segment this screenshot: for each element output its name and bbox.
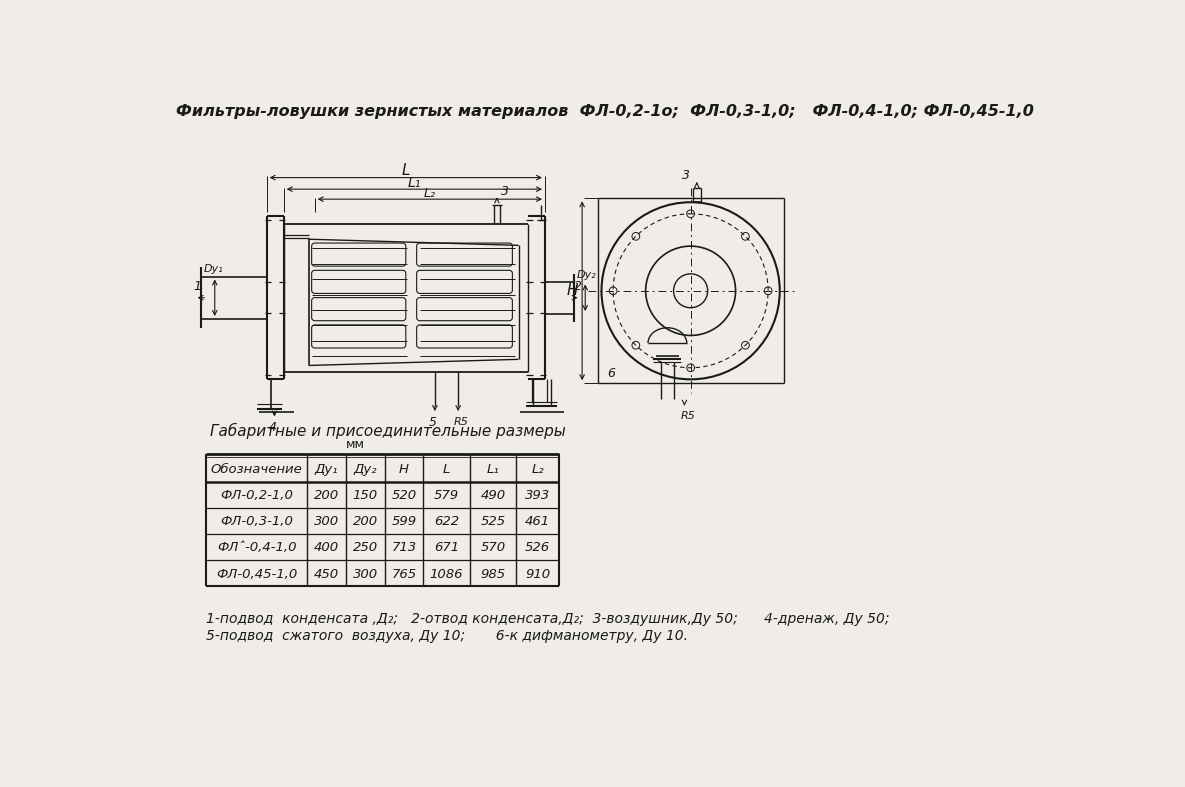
Text: 1: 1 xyxy=(193,280,201,294)
Text: 570: 570 xyxy=(480,541,506,555)
Text: 200: 200 xyxy=(314,489,339,502)
Text: ФЛ-0,45-1,0: ФЛ-0,45-1,0 xyxy=(216,567,297,581)
Text: 1-подвод  конденсата ,Д₂;   2-отвод конденсата,Д₂;  3-воздушник,Ду 50;      4-др: 1-подвод конденсата ,Д₂; 2-отвод конденс… xyxy=(206,611,890,626)
Text: L₂: L₂ xyxy=(424,187,436,200)
Text: 200: 200 xyxy=(353,515,378,528)
Text: 3: 3 xyxy=(501,185,508,198)
Text: 5: 5 xyxy=(429,416,436,429)
Text: L: L xyxy=(402,163,410,178)
Text: 765: 765 xyxy=(391,567,416,581)
Text: Фильтры-ловушки зернистых материалов  ФЛ-0,2-1о;  ФЛ-0,3-1,0;   ФЛ-0,4-1,0; ФЛ-0: Фильтры-ловушки зернистых материалов ФЛ-… xyxy=(177,104,1035,119)
Text: 599: 599 xyxy=(391,515,416,528)
Text: 6: 6 xyxy=(608,368,615,380)
Text: L: L xyxy=(443,463,450,476)
Text: R5: R5 xyxy=(681,412,696,421)
Text: 579: 579 xyxy=(434,489,459,502)
Text: 461: 461 xyxy=(525,515,550,528)
Text: R5: R5 xyxy=(454,417,468,427)
Text: 671: 671 xyxy=(434,541,459,555)
Text: 985: 985 xyxy=(480,567,506,581)
Text: 2: 2 xyxy=(575,280,582,294)
Text: Н: Н xyxy=(399,463,409,476)
Text: 300: 300 xyxy=(353,567,378,581)
Text: 1086: 1086 xyxy=(430,567,463,581)
Text: 3: 3 xyxy=(683,168,690,182)
Text: 622: 622 xyxy=(434,515,459,528)
Text: Ду₁: Ду₁ xyxy=(314,463,338,476)
Text: L₂: L₂ xyxy=(531,463,544,476)
Text: Габаритные и присоединительные размеры: Габаритные и присоединительные размеры xyxy=(210,423,566,439)
Text: 250: 250 xyxy=(353,541,378,555)
Text: 450: 450 xyxy=(314,567,339,581)
Text: L₁: L₁ xyxy=(487,463,499,476)
Text: 713: 713 xyxy=(391,541,416,555)
Text: 400: 400 xyxy=(314,541,339,555)
Text: 525: 525 xyxy=(480,515,506,528)
Text: Dу₁: Dу₁ xyxy=(204,264,223,274)
Text: 5-подвод  сжатого  воздуха, Ду 10;       6-к дифманометру, Ду 10.: 5-подвод сжатого воздуха, Ду 10; 6-к диф… xyxy=(206,629,688,643)
Text: 150: 150 xyxy=(353,489,378,502)
Text: ФЛˆ-0,4-1,0: ФЛˆ-0,4-1,0 xyxy=(217,541,296,555)
Text: 526: 526 xyxy=(525,541,550,555)
Text: 910: 910 xyxy=(525,567,550,581)
Text: 490: 490 xyxy=(480,489,506,502)
Text: Обозначение: Обозначение xyxy=(211,463,302,476)
Text: ФЛ-0,2-1,0: ФЛ-0,2-1,0 xyxy=(220,489,293,502)
Text: 393: 393 xyxy=(525,489,550,502)
Text: H: H xyxy=(568,283,578,298)
Text: 4: 4 xyxy=(269,420,277,434)
Text: 300: 300 xyxy=(314,515,339,528)
Text: 520: 520 xyxy=(391,489,416,502)
Text: мм: мм xyxy=(346,438,365,450)
Text: L₁: L₁ xyxy=(408,176,421,190)
Text: Ду₂: Ду₂ xyxy=(353,463,377,476)
Text: ФЛ-0,3-1,0: ФЛ-0,3-1,0 xyxy=(220,515,293,528)
Text: Dу₂: Dу₂ xyxy=(577,270,597,279)
